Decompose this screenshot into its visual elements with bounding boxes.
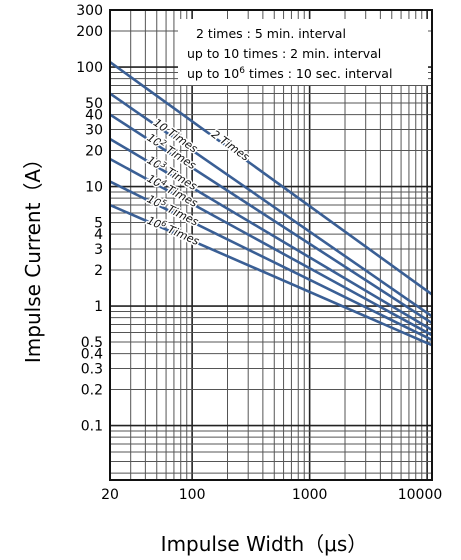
- plot-frame: [109, 9, 433, 481]
- y-tick-label: 300: [76, 3, 103, 19]
- y-tick-label: 1: [94, 299, 103, 315]
- y-tick-label: 5: [94, 215, 103, 231]
- y-tick-label: 0.1: [81, 419, 103, 435]
- y-tick-label: 50: [85, 96, 103, 112]
- y-tick-label: 10: [85, 180, 103, 196]
- x-tick-label: 1000: [292, 487, 328, 503]
- x-axis-title: Impulse Width（μs）: [161, 532, 368, 556]
- y-tick-label: 0.4: [81, 347, 103, 363]
- series-label: 2 Times: [209, 128, 252, 164]
- y-tick-label: 2: [94, 263, 103, 279]
- series-line: [109, 92, 433, 318]
- legend: 2 times : 5 min. interval up to 10 times…: [178, 19, 428, 85]
- series-lines: [109, 61, 433, 347]
- legend-box: [178, 19, 428, 85]
- x-tick-label: 10000: [398, 487, 443, 503]
- grid: [110, 10, 432, 480]
- y-tick-label: 30: [85, 123, 103, 139]
- legend-line-3: up to 106 times : 10 sec. interval: [187, 66, 392, 81]
- legend-line-1: 2 times : 5 min. interval: [196, 26, 346, 41]
- series-line: [109, 157, 433, 337]
- y-tick-label: 0.3: [81, 362, 103, 378]
- y-tick-label: 200: [76, 24, 103, 40]
- x-tick-labels: 20 100 1000 10000: [101, 487, 442, 503]
- series-line: [109, 61, 433, 296]
- series-line: [109, 180, 433, 342]
- y-axis-title: Impulse Current（A）: [21, 149, 45, 363]
- y-tick-label: 40: [85, 108, 103, 124]
- series-line: [109, 137, 433, 332]
- y-tick-label: 4: [94, 227, 103, 243]
- legend-line-2: up to 10 times : 2 min. interval: [187, 46, 381, 61]
- y-tick-label: 100: [76, 60, 103, 76]
- y-tick-label: 3: [94, 242, 103, 258]
- series-line: [109, 113, 433, 325]
- series-line: [109, 203, 433, 347]
- y-tick-label: 0.2: [81, 383, 103, 399]
- y-tick-label: 0.5: [81, 335, 103, 351]
- x-tick-label: 20: [101, 487, 119, 503]
- x-tick-label: 100: [179, 487, 206, 503]
- y-tick-label: 20: [85, 144, 103, 160]
